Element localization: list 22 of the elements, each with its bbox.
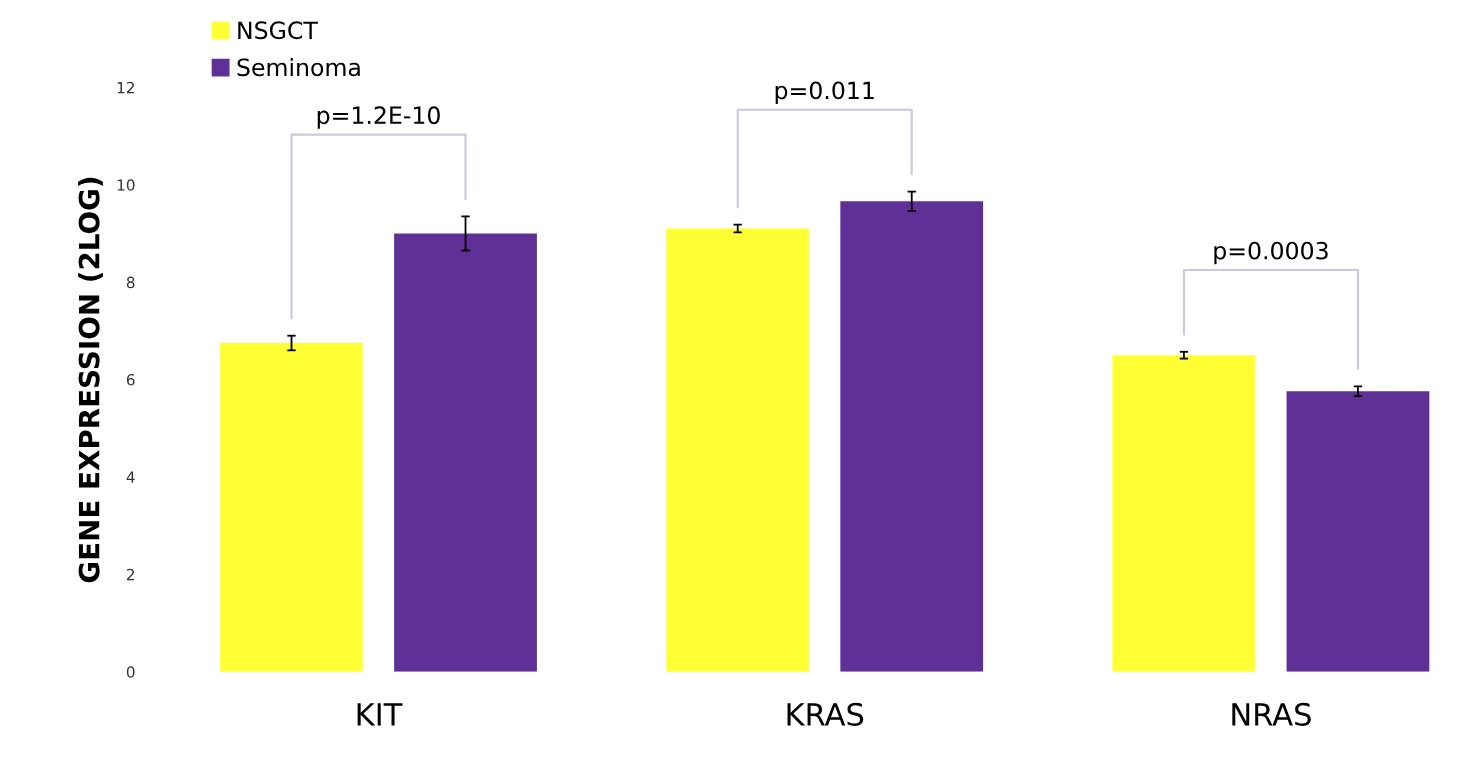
- legend-label: Seminoma: [237, 57, 360, 77]
- x-tick-label: KRAS: [787, 702, 864, 726]
- y-tick-label: 8: [126, 276, 135, 289]
- x-tick-label: KIT: [357, 703, 403, 726]
- bar: [666, 228, 810, 672]
- y-tick-label: 0: [126, 666, 135, 678]
- annotation: p=0.011: [775, 81, 874, 104]
- y-axis-title: GENE EXPRESSION (2LOG): [78, 177, 103, 583]
- bar: [1112, 355, 1256, 672]
- y-tick-label: 12: [117, 81, 135, 94]
- y-tick-label: 6: [126, 374, 135, 386]
- y-tick-label: 4: [126, 471, 135, 483]
- legend-label: NSGCT: [238, 21, 318, 40]
- annotation: p=1.2E-10: [317, 106, 440, 129]
- bar: [220, 343, 363, 672]
- annotation: p=0.0003: [1214, 241, 1328, 265]
- bar: [1286, 391, 1430, 672]
- bar: [840, 201, 984, 672]
- y-tick-label: 2: [126, 568, 135, 581]
- bar: [394, 233, 537, 672]
- y-tick-label: 10: [117, 179, 135, 191]
- x-tick-label: NRAS: [1232, 702, 1311, 726]
